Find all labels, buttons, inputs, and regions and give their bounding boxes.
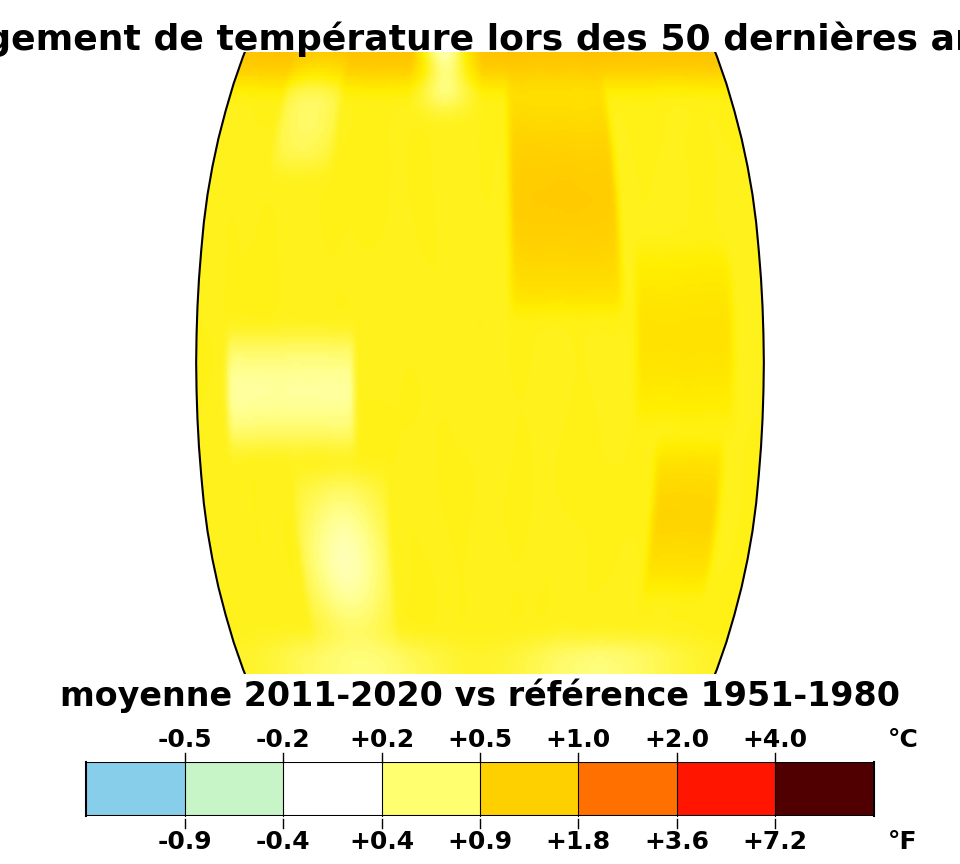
Text: +3.6: +3.6 — [644, 829, 709, 854]
Bar — [184, 762, 283, 816]
Bar — [86, 762, 184, 816]
Bar — [480, 762, 578, 816]
Text: °C: °C — [888, 727, 920, 752]
Bar — [775, 762, 874, 816]
Bar — [283, 762, 381, 816]
Text: -0.9: -0.9 — [157, 829, 212, 854]
Text: -0.5: -0.5 — [157, 727, 212, 752]
Text: +1.8: +1.8 — [546, 829, 611, 854]
Text: +0.2: +0.2 — [349, 727, 414, 752]
Text: Changement de température lors des 50 dernières années: Changement de température lors des 50 de… — [0, 22, 960, 57]
Text: -0.2: -0.2 — [256, 727, 310, 752]
Text: °F: °F — [888, 829, 918, 854]
Text: +0.9: +0.9 — [447, 829, 513, 854]
Text: +1.0: +1.0 — [546, 727, 611, 752]
Bar — [677, 762, 775, 816]
Text: -0.4: -0.4 — [256, 829, 310, 854]
Bar — [381, 762, 480, 816]
Text: +2.0: +2.0 — [644, 727, 709, 752]
Text: moyenne 2011-2020 vs référence 1951-1980: moyenne 2011-2020 vs référence 1951-1980 — [60, 678, 900, 713]
Text: +0.4: +0.4 — [349, 829, 414, 854]
Bar — [578, 762, 677, 816]
Text: +0.5: +0.5 — [447, 727, 513, 752]
Text: +7.2: +7.2 — [743, 829, 807, 854]
Text: +4.0: +4.0 — [743, 727, 807, 752]
